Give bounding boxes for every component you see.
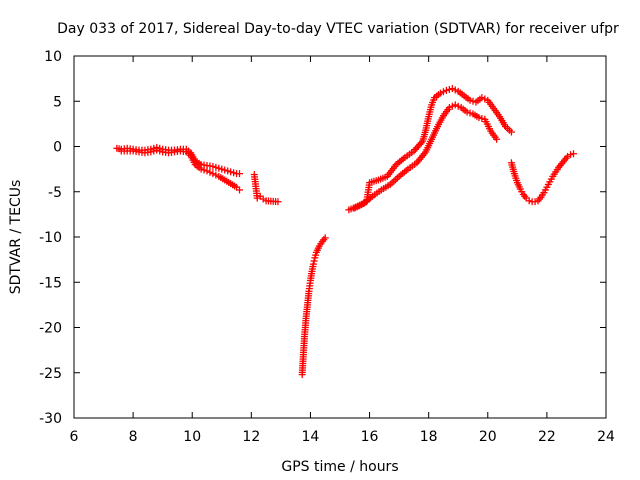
x-tick-label: 8 [129,429,138,445]
x-tick-label: 22 [538,429,556,445]
x-tick-label: 18 [420,429,438,445]
data-point [493,135,501,143]
y-tick-label: -5 [48,185,62,201]
data-point [417,139,425,147]
x-tick-label: 14 [302,429,320,445]
data-point [321,234,329,242]
y-tick-label: -15 [39,275,62,291]
y-axis-label: SDTVAR / TECUs [8,180,24,295]
x-axis-label: GPS time / hours [281,459,398,475]
x-tick-label: 6 [70,429,79,445]
y-tick-label: -30 [39,411,62,427]
x-tick-label: 12 [242,429,260,445]
data-points [113,85,577,379]
data-point [507,128,515,136]
x-tick-labels: 6 8 10 12 14 16 18 20 22 24 [70,429,615,445]
y-tick-labels: -30 -25 -20 -15 -10 -5 0 5 10 [39,49,62,427]
plot-frame [73,55,607,419]
data-point [390,177,398,185]
data-point [310,257,318,265]
data-point [236,186,244,194]
axis-ticks [73,55,607,419]
x-tick-label: 24 [597,429,615,445]
data-point [309,260,317,268]
x-tick-label: 10 [183,429,201,445]
x-tick-label: 20 [479,429,497,445]
y-tick-label: 5 [53,94,62,110]
data-point [274,198,282,206]
chart-title: Day 033 of 2017, Sidereal Day-to-day VTE… [57,21,619,37]
data-point [569,150,577,158]
data-point [236,170,244,178]
y-tick-label: 10 [44,49,62,65]
x-tick-label: 16 [361,429,379,445]
y-tick-label: -25 [39,366,62,382]
data-point [392,176,400,184]
y-tick-label: -20 [39,321,62,337]
y-tick-label: 0 [53,140,62,156]
y-tick-label: -10 [39,230,62,246]
